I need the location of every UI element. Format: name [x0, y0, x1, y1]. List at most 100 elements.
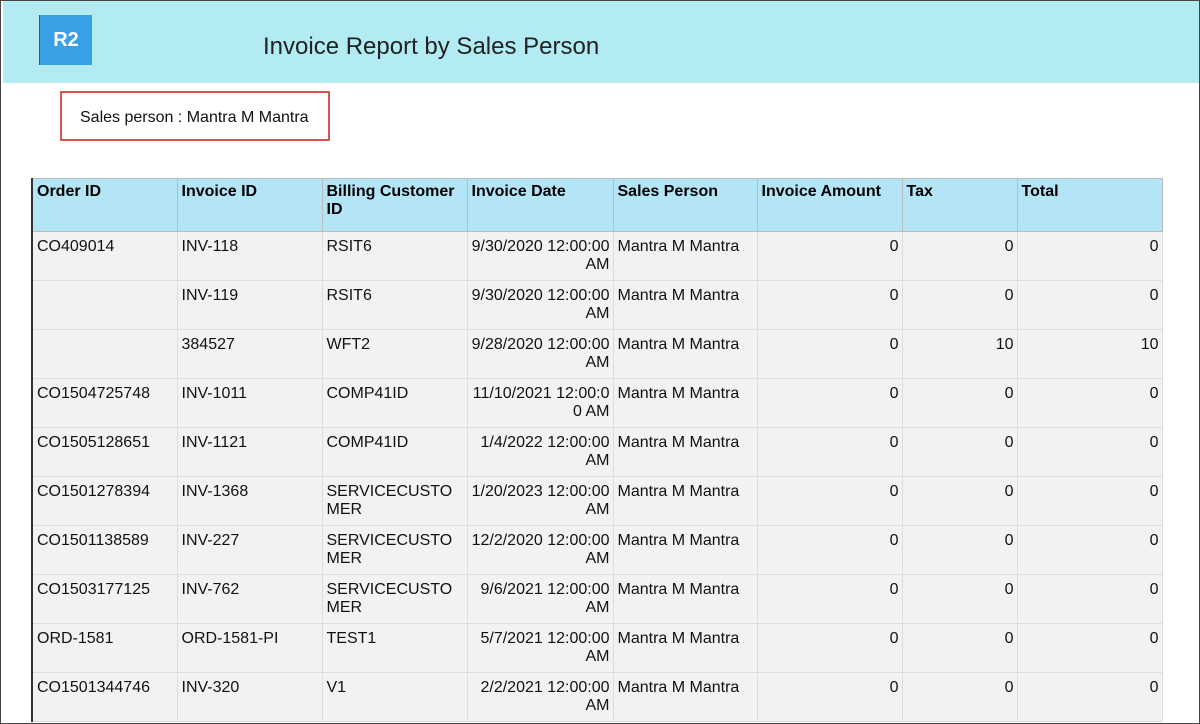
table-cell: RSIT6	[321, 231, 468, 281]
table-cell: 0	[901, 427, 1018, 477]
column-header: Tax	[901, 178, 1018, 232]
table-cell: INV-320	[176, 672, 323, 722]
column-header: Invoice Date	[466, 178, 614, 232]
table-cell: 9/28/2020 12:00:00 AM	[466, 329, 614, 379]
table-cell: INV-1368	[176, 476, 323, 526]
table-cell: CO1504725748	[31, 378, 178, 428]
table-cell: COMP41ID	[321, 378, 468, 428]
table-cell: CO1501278394	[31, 476, 178, 526]
table-cell: 10	[1016, 329, 1163, 379]
table-cell: 5/7/2021 12:00:00 AM	[466, 623, 614, 673]
table-cell: CO409014	[31, 231, 178, 281]
table-cell: 0	[1016, 672, 1163, 722]
table-cell: 0	[901, 476, 1018, 526]
table-row: CO1501138589 INV-227 SERVICECUSTOMER 12/2/2…	[31, 525, 1163, 575]
table-cell: 0	[901, 525, 1018, 575]
filter-label: Sales person : Mantra M Mantra	[60, 91, 330, 141]
table-row: CO1503177125 INV-762 SERVICECUSTOMER 9/6/20…	[31, 574, 1163, 624]
table-cell: 0	[756, 231, 903, 281]
table-row: CO1505128651 INV-1121 COMP41ID 1/4/2022 12:…	[31, 427, 1163, 477]
column-header: Billing Customer ID	[321, 178, 468, 232]
table-cell: CO1501344746	[31, 672, 178, 722]
table-cell: 0	[756, 329, 903, 379]
table-cell: 0	[901, 672, 1018, 722]
table-cell: 0	[756, 476, 903, 526]
title: Invoice Report by Sales Person	[263, 33, 600, 60]
table-row: CO409014 INV-118 RSIT6 9/30/2020 12:00:00 A…	[31, 231, 1163, 281]
table-cell: 0	[756, 525, 903, 575]
table-row: INV-119 RSIT6 9/30/2020 12:00:00 AM Mantra …	[31, 280, 1163, 330]
table-cell: 0	[756, 378, 903, 428]
column-header: Sales Person	[612, 178, 758, 232]
table-cell: Mantra M Mantra	[612, 672, 758, 722]
column-header: Total	[1016, 178, 1163, 232]
table-cell: 9/30/2020 12:00:00 AM	[466, 280, 614, 330]
table-cell: 0	[1016, 378, 1163, 428]
table-cell: Mantra M Mantra	[612, 476, 758, 526]
header: R2 Invoice Report by Sales Person	[3, 1, 1199, 83]
table-cell	[31, 280, 178, 330]
table-cell: 2/2/2021 12:00:00 AM	[466, 672, 614, 722]
table-cell: CO1501138589	[31, 525, 178, 575]
table-cell: Mantra M Mantra	[612, 378, 758, 428]
table-cell: 9/6/2021 12:00:00 AM	[466, 574, 614, 624]
table-cell: 12/2/2020 12:00:00 AM	[466, 525, 614, 575]
table-cell: 11/10/2021 12:00:00 AM	[466, 378, 614, 428]
table-cell: RSIT6	[321, 280, 468, 330]
column-header: Invoice ID	[176, 178, 323, 232]
table-cell: SERVICECUSTOMER	[321, 476, 468, 526]
table-cell: 0	[1016, 574, 1163, 624]
table-cell: TEST1	[321, 623, 468, 673]
table-cell: 0	[901, 574, 1018, 624]
table-cell: INV-762	[176, 574, 323, 624]
table-cell: 0	[1016, 427, 1163, 477]
table-cell: 1/4/2022 12:00:00 AM	[466, 427, 614, 477]
table-cell: 0	[756, 280, 903, 330]
table-row: CO1504725748 INV-1011 COMP41ID 11/10/2021 1…	[31, 378, 1163, 428]
table-row: 384527 WFT2 9/28/2020 12:00:00 AM Mantra M …	[31, 329, 1163, 379]
table-cell: 10	[901, 329, 1018, 379]
table-cell: Mantra M Mantra	[612, 280, 758, 330]
table-cell: CO1505128651	[31, 427, 178, 477]
table-cell: CO1503177125	[31, 574, 178, 624]
table-cell: INV-227	[176, 525, 323, 575]
table-cell: 0	[901, 623, 1018, 673]
table-cell: INV-1121	[176, 427, 323, 477]
table-cell: Mantra M Mantra	[612, 231, 758, 281]
table-cell: Mantra M Mantra	[612, 623, 758, 673]
table-cell: 0	[1016, 476, 1163, 526]
table-cell: WFT2	[321, 329, 468, 379]
table-cell: 0	[1016, 280, 1163, 330]
table-row: CO1501278394 INV-1368 SERVICECUSTOMER 1/20/…	[31, 476, 1163, 526]
table-cell: Mantra M Mantra	[612, 525, 758, 575]
table-cell: Mantra M Mantra	[612, 329, 758, 379]
table-cell: ORD-1581	[31, 623, 178, 673]
table-cell: 384527	[176, 329, 323, 379]
column-header: Invoice Amount	[756, 178, 903, 232]
table-cell: INV-119	[176, 280, 323, 330]
table-cell: V1	[321, 672, 468, 722]
table-cell: SERVICECUSTOMER	[321, 574, 468, 624]
table-cell: 0	[1016, 623, 1163, 673]
table-cell: INV-118	[176, 231, 323, 281]
table-cell: 9/30/2020 12:00:00 AM	[466, 231, 614, 281]
table-row: ORD-1581 ORD-1581-PI TEST1 5/7/2021 12:00:0…	[31, 623, 1163, 673]
invoice-table: Order ID Invoice ID Billing Customer ID Inv…	[31, 178, 1163, 722]
table-cell	[31, 329, 178, 379]
table-cell: 0	[756, 623, 903, 673]
table-cell: 0	[756, 672, 903, 722]
table-cell: Mantra M Mantra	[612, 427, 758, 477]
header-row: Order ID Invoice ID Billing Customer ID Inv…	[31, 178, 1163, 232]
table-cell: INV-1011	[176, 378, 323, 428]
table-cell: SERVICECUSTOMER	[321, 525, 468, 575]
logo: R2	[39, 15, 92, 65]
table-cell: 1/20/2023 12:00:00 AM	[466, 476, 614, 526]
table-row: CO1501344746 INV-320 V1 2/2/2021 12:00:00 A…	[31, 672, 1163, 722]
table-cell: 0	[901, 231, 1018, 281]
table-cell: 0	[901, 378, 1018, 428]
table-cell: COMP41ID	[321, 427, 468, 477]
table-cell: 0	[756, 427, 903, 477]
table-cell: Mantra M Mantra	[612, 574, 758, 624]
table-cell: 0	[1016, 231, 1163, 281]
table-cell: 0	[901, 280, 1018, 330]
